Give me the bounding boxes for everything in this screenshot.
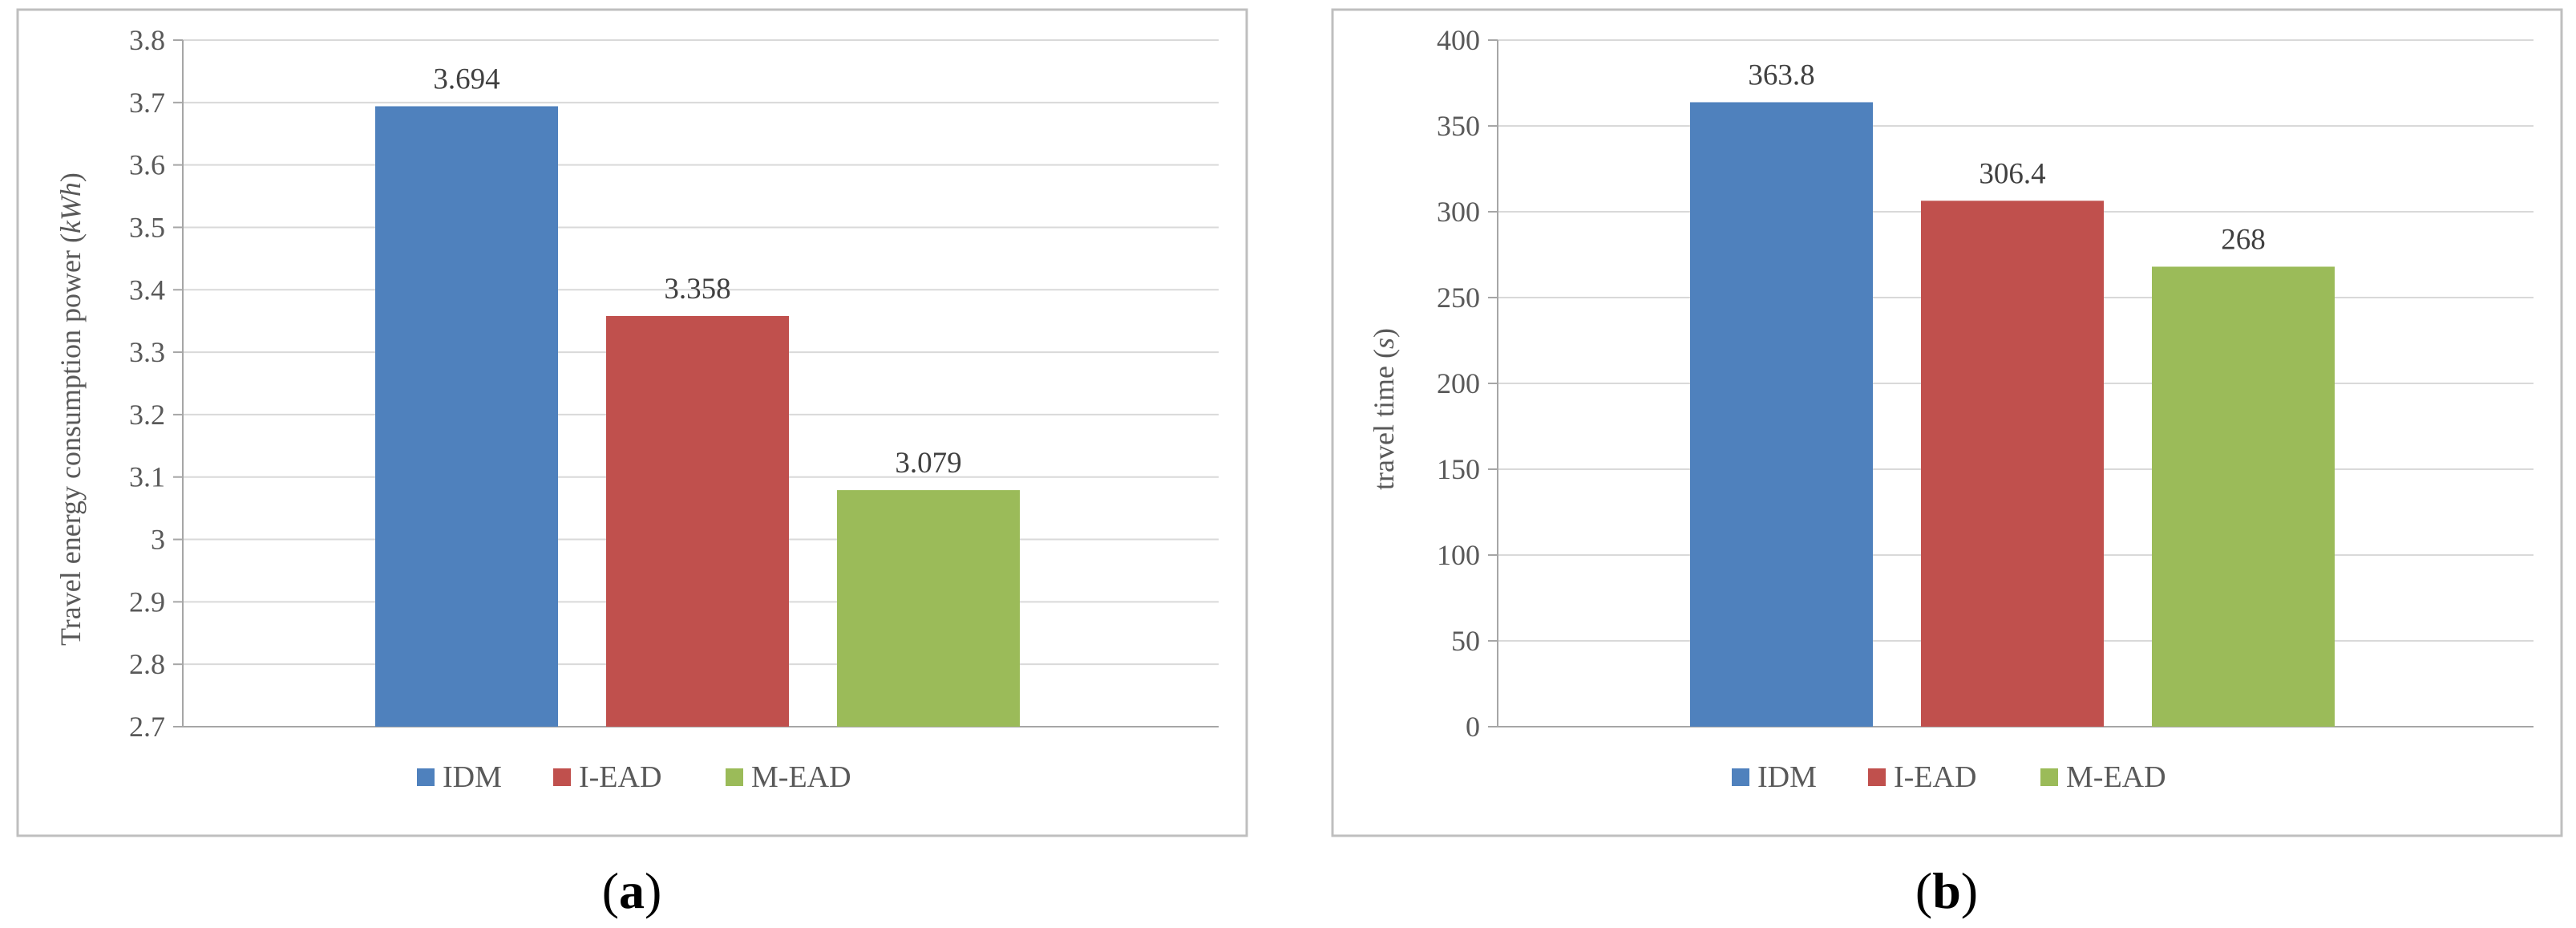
chart-a-value-labels: 3.694 3.358 3.079 — [433, 63, 961, 480]
y-tick-label: 350 — [1437, 110, 1480, 142]
legend-swatch-i-ead — [1868, 768, 1886, 786]
legend-label-i-ead: I-EAD — [579, 760, 661, 794]
chart-a-legend: IDM I-EAD M-EAD — [417, 760, 851, 794]
chart-b-yticks: 0 50 100 150 200 250 300 350 400 — [1437, 24, 1480, 743]
y-tick-label: 3.6 — [129, 149, 165, 181]
bar-i-ead — [606, 315, 789, 727]
legend-swatch-idm — [1732, 768, 1749, 786]
legend-label-i-ead: I-EAD — [1894, 760, 1976, 794]
y-tick-label: 2.8 — [129, 648, 165, 680]
y-tick-label: 3.4 — [129, 274, 165, 306]
panel-label-b: (b) — [1915, 862, 1978, 919]
data-label-m-ead: 3.079 — [895, 447, 961, 480]
data-label-idm: 3.694 — [433, 63, 499, 95]
data-label-m-ead: 268 — [2221, 223, 2266, 256]
legend-label-m-ead: M-EAD — [751, 760, 851, 794]
y-tick-label: 3.8 — [129, 24, 165, 56]
y-tick-label: 400 — [1437, 24, 1480, 56]
legend-label-idm: IDM — [443, 760, 502, 794]
legend-swatch-idm — [417, 768, 435, 786]
chart-b: 0 50 100 150 200 250 300 350 400 363.8 306.4 268 t… — [1368, 24, 2534, 794]
data-label-i-ead: 306.4 — [1979, 157, 2045, 190]
bar-m-ead — [2152, 266, 2335, 727]
y-tick-label: 2.7 — [129, 711, 165, 743]
panel-label-a: (a) — [602, 862, 662, 919]
y-tick-label: 50 — [1451, 625, 1480, 657]
bar-m-ead — [837, 490, 1020, 727]
bar-idm — [375, 106, 558, 727]
y-tick-label: 3.5 — [129, 211, 165, 243]
data-label-idm: 363.8 — [1748, 59, 1814, 91]
bar-i-ead — [1921, 201, 2104, 727]
y-tick-label: 300 — [1437, 196, 1480, 228]
legend-swatch-m-ead — [2040, 768, 2058, 786]
y-tick-label: 3 — [151, 524, 165, 556]
y-tick-label: 100 — [1437, 539, 1480, 571]
chart-b-value-labels: 363.8 306.4 268 — [1748, 59, 2265, 256]
y-tick-label: 150 — [1437, 453, 1480, 485]
chart-a: 2.7 2.8 2.9 3 3.1 3.2 3.3 3.4 3.5 3.6 3.7 3.8 3.694… — [55, 24, 1219, 794]
y-tick-label: 250 — [1437, 282, 1480, 314]
chart-b-bars — [1690, 102, 2335, 727]
y-tick-label: 2.9 — [129, 586, 165, 618]
y-tick-label: 3.1 — [129, 461, 165, 493]
y-tick-label: 200 — [1437, 367, 1480, 399]
legend-swatch-i-ead — [553, 768, 571, 786]
legend-swatch-m-ead — [726, 768, 743, 786]
chart-b-y-axis-label: travel time (s) — [1368, 328, 1400, 490]
chart-b-legend: IDM I-EAD M-EAD — [1732, 760, 2166, 794]
y-tick-label: 3.2 — [129, 399, 165, 431]
data-label-i-ead: 3.358 — [664, 273, 730, 306]
y-tick-label: 0 — [1466, 711, 1480, 743]
bar-idm — [1690, 102, 1873, 727]
chart-a-y-axis-label: Travel energy consumption power (kWh) — [55, 172, 87, 646]
y-tick-label: 3.7 — [129, 87, 165, 119]
chart-a-yticks: 2.7 2.8 2.9 3 3.1 3.2 3.3 3.4 3.5 3.6 3.7 3.8 — [129, 24, 165, 743]
chart-a-bars — [375, 106, 1020, 727]
legend-label-idm: IDM — [1757, 760, 1817, 794]
legend-label-m-ead: M-EAD — [2066, 760, 2166, 794]
y-tick-label: 3.3 — [129, 336, 165, 368]
